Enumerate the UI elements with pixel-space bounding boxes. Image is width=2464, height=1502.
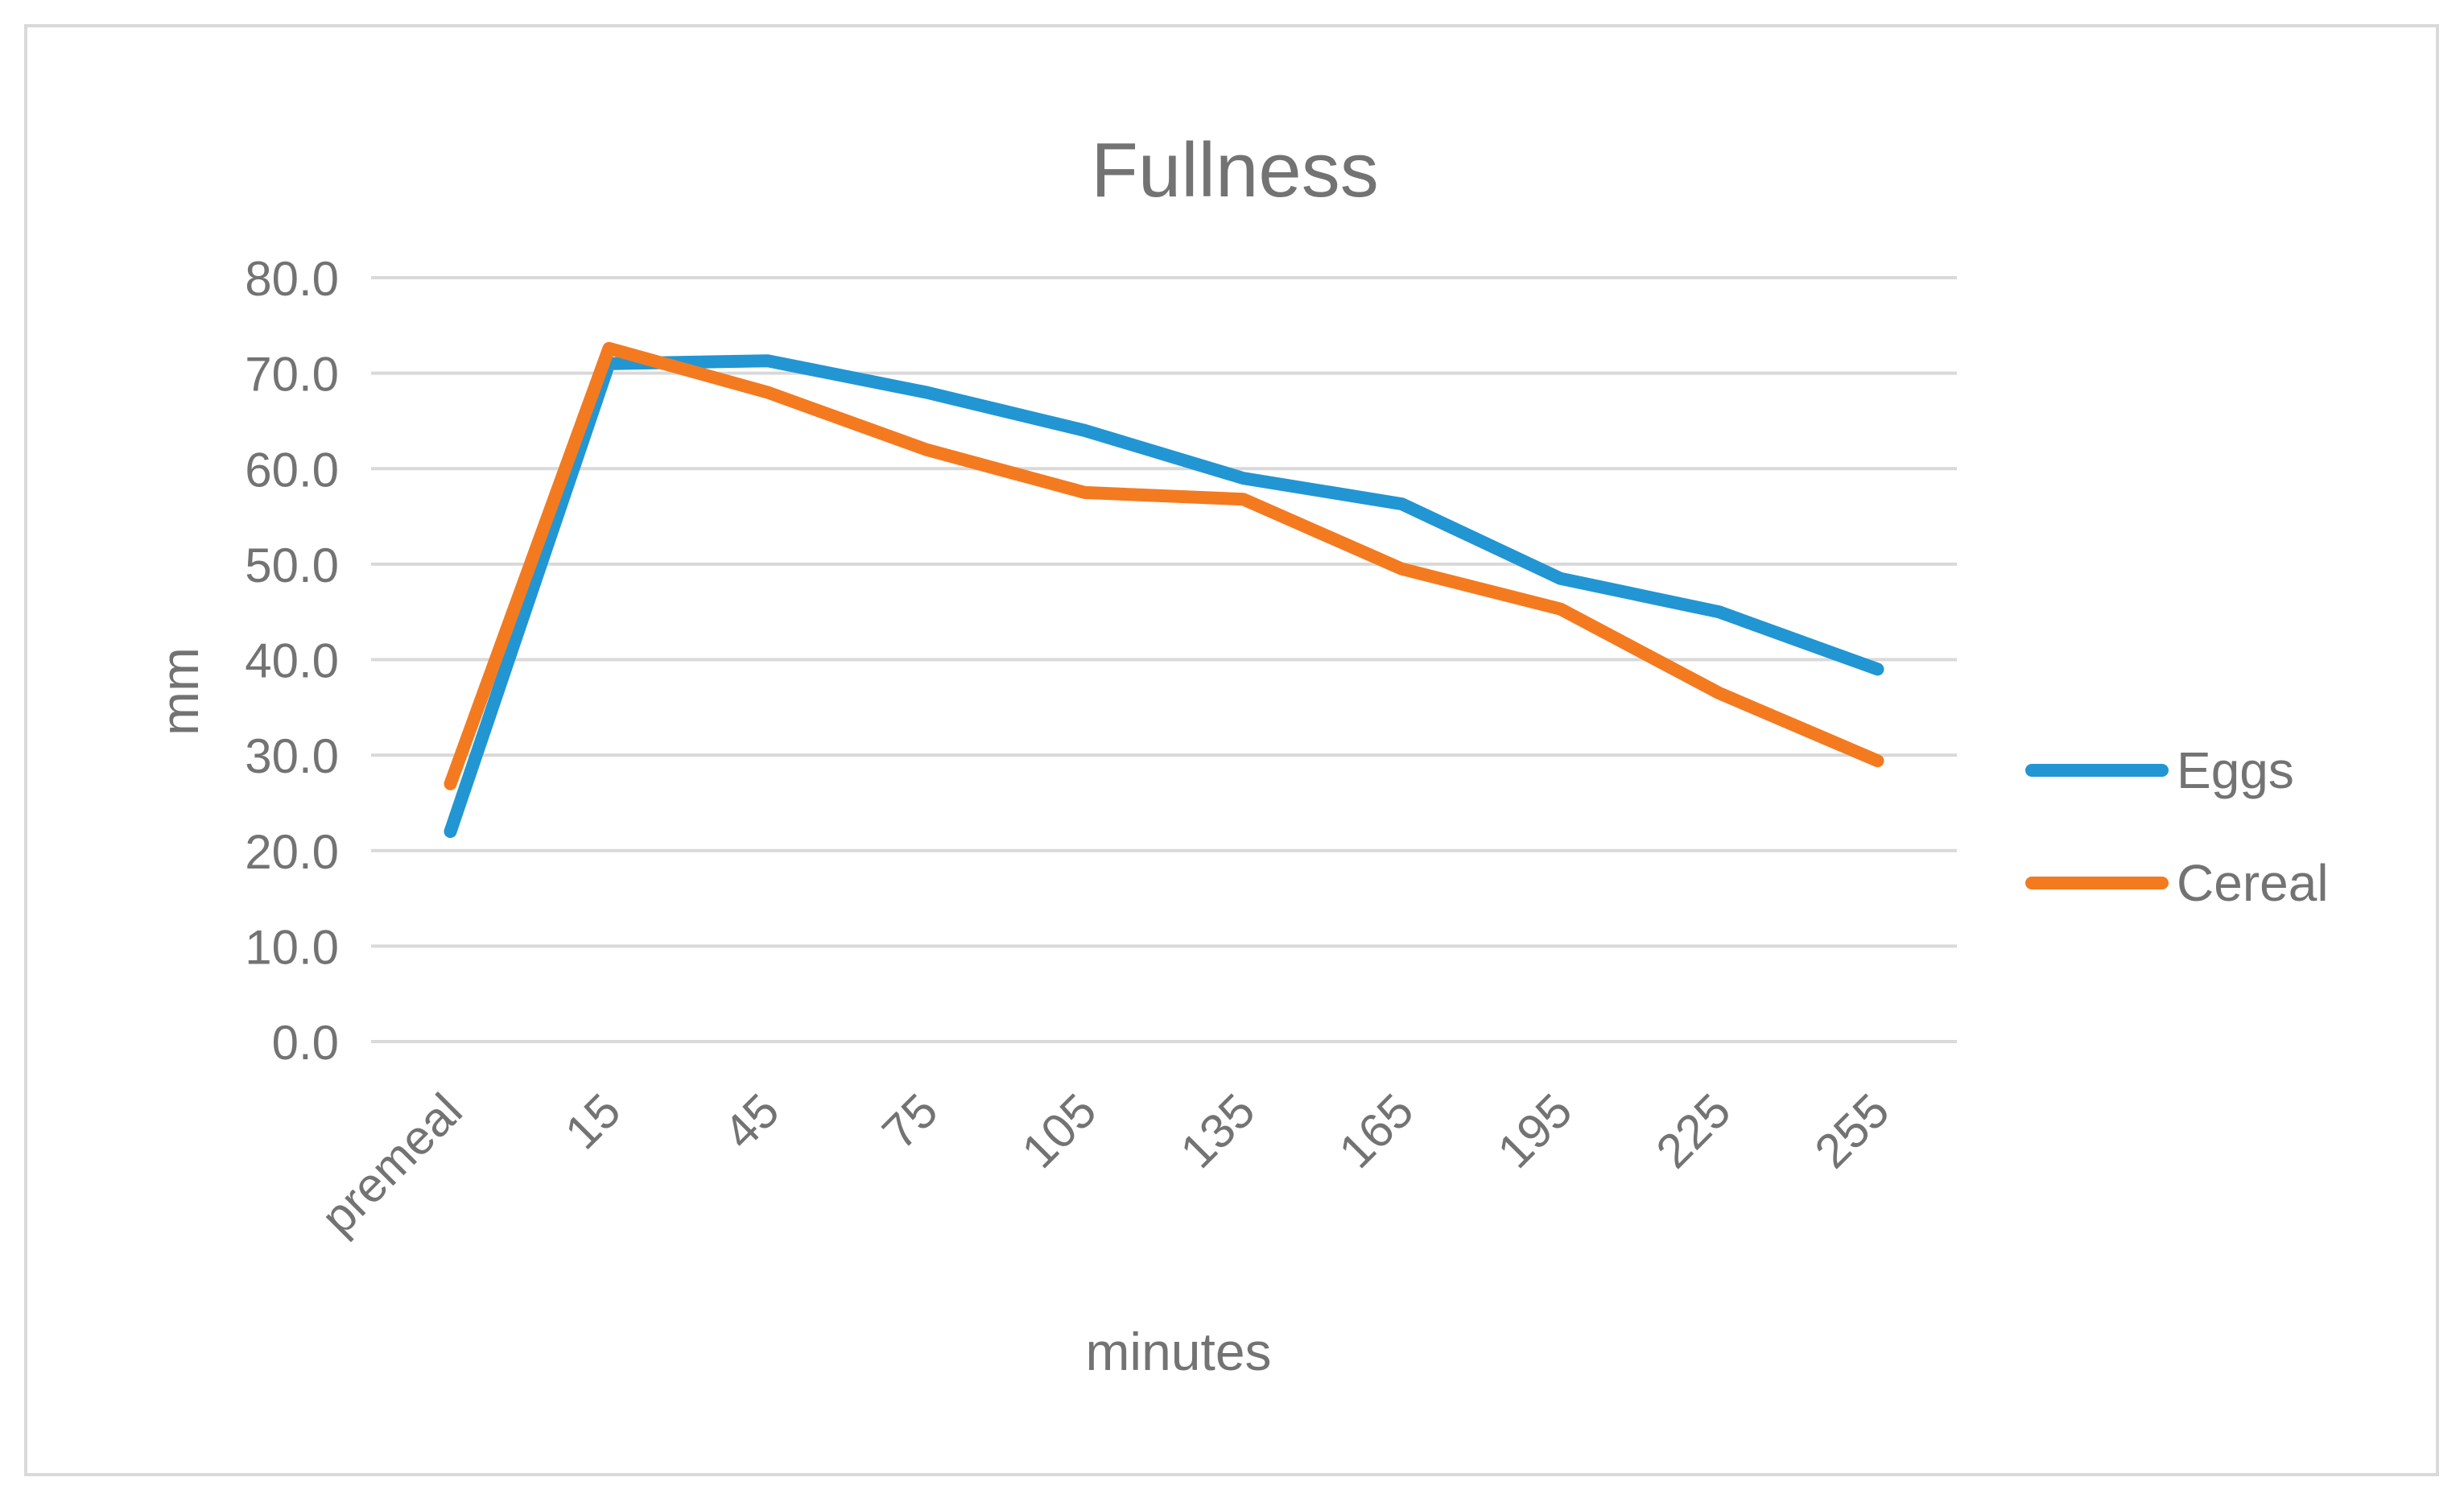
x-tick-labels: premeal 15 45 75 105 135 165 195 225 255 — [311, 1083, 1900, 1245]
chart-frame: Fullness 0.0 10.0 20.0 30.0 40.0 50.0 60.0 70.0… — [24, 24, 2439, 1476]
series-line-cereal — [444, 341, 1884, 790]
x-tick-label: 255 — [1805, 1083, 1900, 1178]
y-tick-label: 50.0 — [245, 538, 339, 592]
x-axis-label: minutes — [1085, 1322, 1271, 1381]
y-tick-label: 0.0 — [272, 1016, 339, 1070]
y-tick-label: 40.0 — [245, 634, 339, 688]
x-tick-label: 75 — [872, 1083, 948, 1160]
y-tick-label: 10.0 — [245, 920, 339, 974]
legend-label-cereal: Cereal — [2177, 854, 2329, 912]
x-tick-label: 105 — [1012, 1083, 1107, 1178]
x-tick-label: 165 — [1329, 1083, 1424, 1178]
legend: Eggs Cereal — [2025, 741, 2329, 912]
x-tick-label: 45 — [713, 1083, 790, 1160]
y-tick-label: 30.0 — [245, 729, 339, 783]
y-tick-labels: 0.0 10.0 20.0 30.0 40.0 50.0 60.0 70.0 80.0 — [245, 252, 339, 1070]
chart-title: Fullness — [1091, 127, 1378, 213]
x-tick-label: premeal — [311, 1083, 473, 1245]
y-tick-label: 60.0 — [245, 443, 339, 497]
x-tick-label: 195 — [1488, 1083, 1583, 1178]
legend-label-eggs: Eggs — [2177, 741, 2294, 799]
y-tick-label: 20.0 — [245, 825, 339, 879]
chart-svg: Fullness 0.0 10.0 20.0 30.0 40.0 50.0 60.0 70.0… — [150, 127, 2329, 1381]
y-tick-label: 80.0 — [245, 252, 339, 306]
y-axis-label: mm — [150, 647, 209, 736]
series-line-eggs — [444, 354, 1884, 838]
series-lines — [444, 341, 1884, 838]
y-tick-label: 70.0 — [245, 348, 339, 402]
x-tick-label: 15 — [555, 1083, 631, 1160]
x-tick-label: 135 — [1170, 1083, 1265, 1178]
x-tick-label: 225 — [1646, 1083, 1741, 1178]
gridlines — [371, 276, 1957, 1043]
